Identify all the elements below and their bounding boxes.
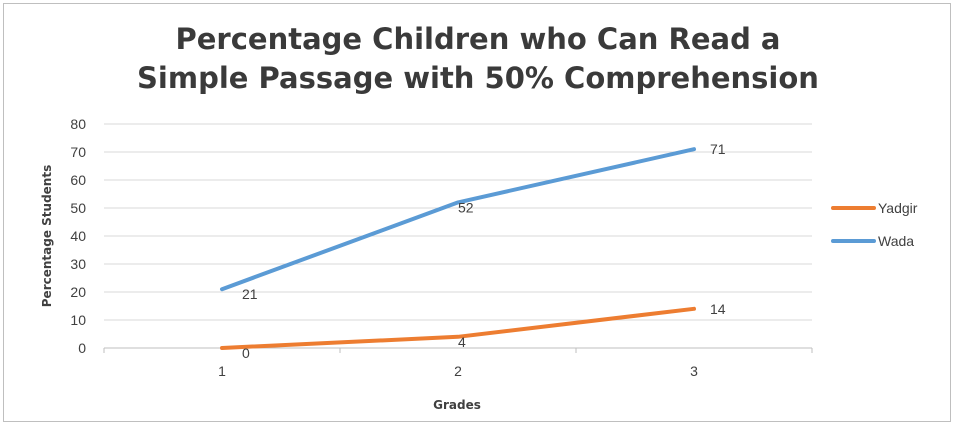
x-tick-label: 2 bbox=[454, 363, 462, 379]
chart-frame bbox=[3, 3, 951, 422]
data-label-wada: 52 bbox=[458, 199, 474, 215]
y-axis-ticks: 0 10 20 30 40 50 60 70 80 bbox=[70, 116, 86, 356]
y-tick-label: 40 bbox=[70, 228, 86, 244]
data-label-yadgir: 4 bbox=[458, 334, 466, 350]
y-tick-label: 80 bbox=[70, 116, 86, 132]
x-tick-label: 1 bbox=[218, 363, 226, 379]
y-tick-label: 50 bbox=[70, 200, 86, 216]
data-labels: 0 4 14 21 52 71 bbox=[242, 141, 726, 361]
y-tick-label: 70 bbox=[70, 144, 86, 160]
series-line-wada bbox=[220, 147, 696, 292]
series-lines bbox=[220, 147, 696, 350]
y-tick-label: 20 bbox=[70, 284, 86, 300]
data-label-yadgir: 14 bbox=[710, 301, 726, 317]
legend: Yadgir Wada bbox=[831, 200, 918, 249]
chart-title-line-2: Simple Passage with 50% Comprehension bbox=[137, 61, 819, 95]
legend-label-wada: Wada bbox=[878, 233, 914, 249]
y-tick-label: 60 bbox=[70, 172, 86, 188]
y-tick-label: 0 bbox=[78, 340, 86, 356]
x-axis: 1 2 3 bbox=[103, 347, 813, 379]
series-line-yadgir bbox=[220, 306, 696, 350]
data-label-wada: 71 bbox=[710, 141, 726, 157]
legend-label-yadgir: Yadgir bbox=[878, 200, 918, 216]
y-tick-label: 30 bbox=[70, 256, 86, 272]
y-tick-label: 10 bbox=[70, 312, 86, 328]
data-label-yadgir: 0 bbox=[242, 345, 250, 361]
x-tick-label: 3 bbox=[690, 363, 698, 379]
x-axis-title: Grades bbox=[433, 398, 481, 412]
gridlines bbox=[104, 123, 812, 321]
data-label-wada: 21 bbox=[242, 286, 258, 302]
chart-title-line-1: Percentage Children who Can Read a bbox=[175, 22, 781, 56]
y-axis-title: Percentage Students bbox=[40, 165, 54, 307]
